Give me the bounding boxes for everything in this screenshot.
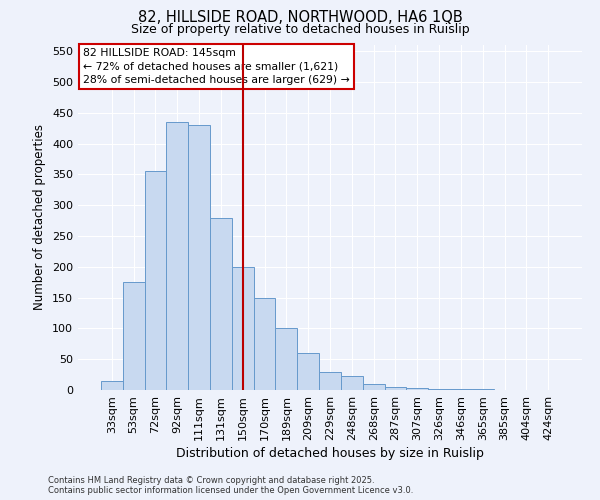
- Text: 82 HILLSIDE ROAD: 145sqm
← 72% of detached houses are smaller (1,621)
28% of sem: 82 HILLSIDE ROAD: 145sqm ← 72% of detach…: [83, 48, 350, 85]
- Text: Contains HM Land Registry data © Crown copyright and database right 2025.
Contai: Contains HM Land Registry data © Crown c…: [48, 476, 413, 495]
- Bar: [188, 125, 210, 390]
- X-axis label: Distribution of detached houses by size in Ruislip: Distribution of detached houses by size …: [176, 447, 484, 460]
- Bar: [406, 388, 428, 390]
- Bar: [428, 389, 450, 390]
- Bar: [232, 267, 254, 390]
- Bar: [166, 122, 188, 390]
- Bar: [254, 298, 275, 390]
- Text: 82, HILLSIDE ROAD, NORTHWOOD, HA6 1QB: 82, HILLSIDE ROAD, NORTHWOOD, HA6 1QB: [137, 10, 463, 25]
- Bar: [275, 328, 297, 390]
- Bar: [123, 282, 145, 390]
- Bar: [319, 372, 341, 390]
- Bar: [385, 387, 406, 390]
- Bar: [341, 376, 363, 390]
- Bar: [363, 384, 385, 390]
- Y-axis label: Number of detached properties: Number of detached properties: [34, 124, 46, 310]
- Bar: [101, 381, 123, 390]
- Bar: [145, 172, 166, 390]
- Bar: [297, 353, 319, 390]
- Bar: [210, 218, 232, 390]
- Text: Size of property relative to detached houses in Ruislip: Size of property relative to detached ho…: [131, 22, 469, 36]
